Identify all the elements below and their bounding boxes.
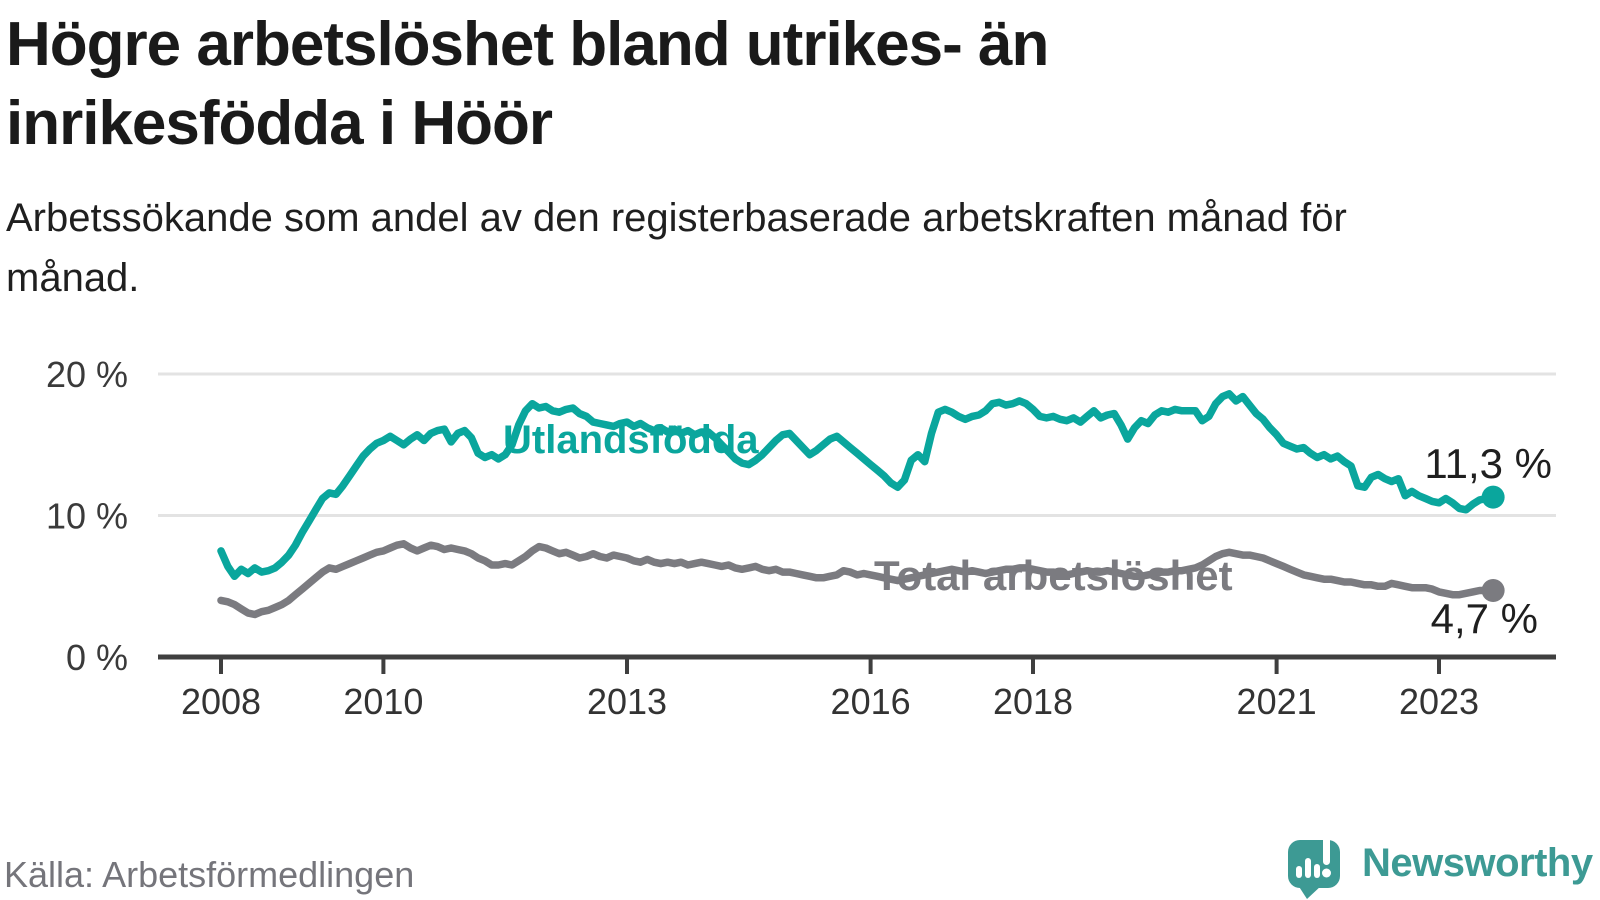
series-label-utlandsfodda: Utlandsfödda xyxy=(503,418,759,462)
bar-chart-bar-2 xyxy=(1305,858,1311,878)
x-tick-label-2016: 2016 xyxy=(831,681,911,722)
y-tick-label-0: 0 % xyxy=(66,637,128,678)
line-total-arbetsloshet xyxy=(217,540,1497,619)
end-dot-total-arbetsloshet xyxy=(1481,578,1505,602)
newsworthy-logo-text: Newsworthy xyxy=(1362,840,1593,885)
chart-subtitle: Arbetssökande som andel av den registerb… xyxy=(6,196,1347,300)
speech-bubble xyxy=(1288,840,1340,888)
x-tick-label-2018: 2018 xyxy=(993,681,1073,722)
newsworthy-logo: Newsworthy xyxy=(1288,826,1593,900)
chart-title: Högre arbetslöshet bland utrikes- än inr… xyxy=(6,10,1049,158)
y-tick-label-20: 20 % xyxy=(46,354,128,395)
end-value-utlandsfodda: 11,3 % xyxy=(1424,440,1552,487)
end-dot-utlandsfodda xyxy=(1481,485,1505,509)
newsworthy-logo-icon xyxy=(1288,829,1340,899)
bar-chart-bar-1 xyxy=(1296,866,1302,878)
line-utlandsfodda xyxy=(217,390,1497,581)
series-label-total-arbetsloshet: Total arbetslöshet xyxy=(874,552,1233,599)
bar-chart-bar-3 xyxy=(1314,864,1320,878)
x-tick-label-2023: 2023 xyxy=(1399,681,1479,722)
x-tick-label-2010: 2010 xyxy=(343,681,423,722)
x-tick-label-2008: 2008 xyxy=(181,681,261,722)
x-tick-label-2021: 2021 xyxy=(1237,681,1317,722)
end-value-total-arbetsloshet: 4,7 % xyxy=(1430,595,1538,642)
source-note: Källa: Arbetsförmedlingen xyxy=(4,854,415,895)
exclamation-bar xyxy=(1323,829,1330,865)
exclamation-dot xyxy=(1322,868,1331,878)
x-tick-label-2013: 2013 xyxy=(587,681,667,722)
y-tick-label-10: 10 % xyxy=(46,496,128,537)
